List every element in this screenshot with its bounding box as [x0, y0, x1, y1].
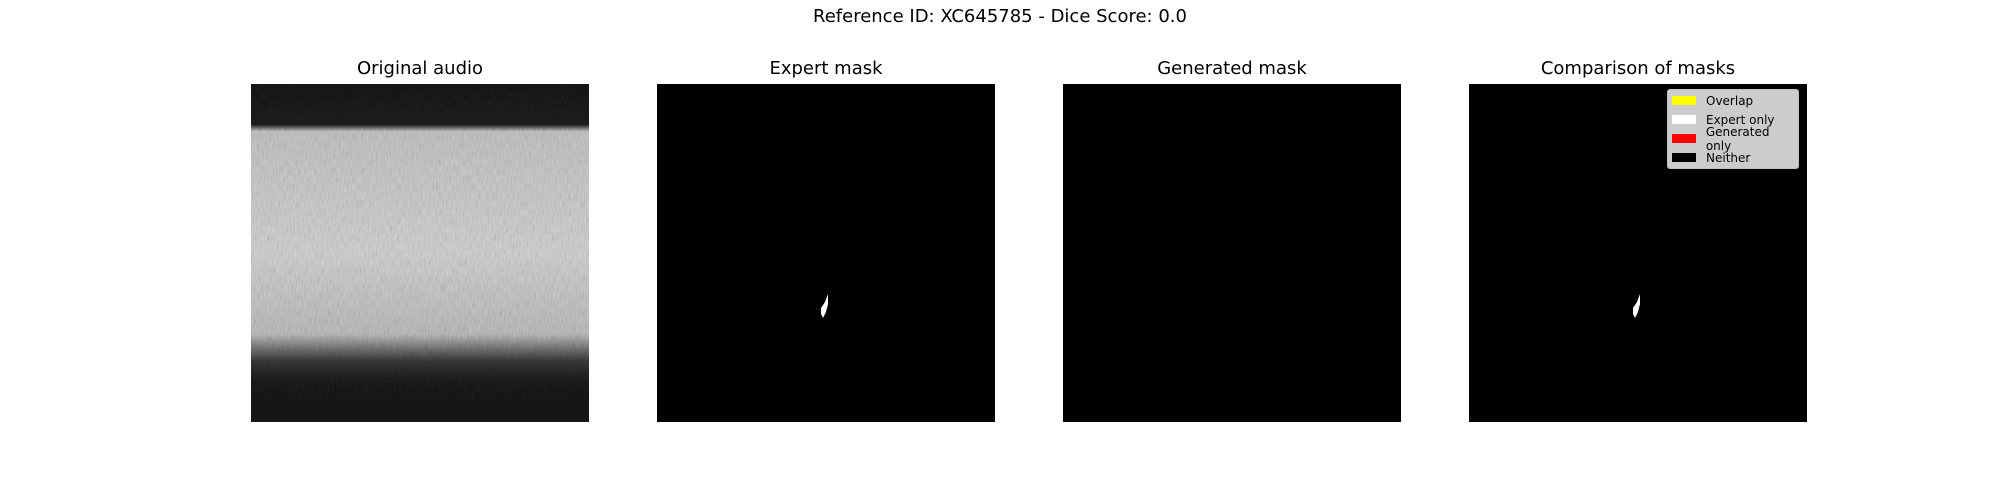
panel-title-generated-mask: Generated mask	[1157, 58, 1307, 79]
legend-label-expert-only: Expert only	[1706, 112, 1775, 127]
panel-title-expert-mask: Expert mask	[769, 58, 883, 79]
panel-title-original-audio: Original audio	[356, 58, 484, 79]
legend-item-overlap: Overlap	[1672, 91, 1753, 110]
expert-mask-region	[821, 294, 828, 318]
legend-item-expert-only: Expert only	[1672, 110, 1775, 129]
legend-swatch-overlap	[1672, 96, 1696, 105]
legend: Overlap Expert only Generated only Neith…	[1667, 89, 1799, 169]
legend-swatch-generated-only	[1672, 134, 1696, 143]
legend-swatch-expert-only	[1672, 115, 1696, 124]
legend-swatch-neither	[1672, 153, 1696, 162]
legend-item-neither: Neither	[1672, 148, 1750, 167]
expert-mask-image	[657, 84, 995, 422]
legend-label-overlap: Overlap	[1706, 93, 1754, 108]
legend-item-generated-only: Generated only	[1672, 125, 1798, 153]
panel-title-comparison: Comparison of masks	[1540, 58, 1736, 79]
figure-suptitle: Reference ID: XC645785 - Dice Score: 0.0	[813, 6, 1187, 27]
generated-mask-image	[1063, 84, 1401, 422]
spectrogram-image	[251, 84, 589, 422]
legend-label-generated-only: Generated only	[1705, 124, 1770, 153]
legend-label-neither: Neither	[1706, 150, 1751, 165]
comparison-expert-only-region	[1633, 294, 1640, 318]
